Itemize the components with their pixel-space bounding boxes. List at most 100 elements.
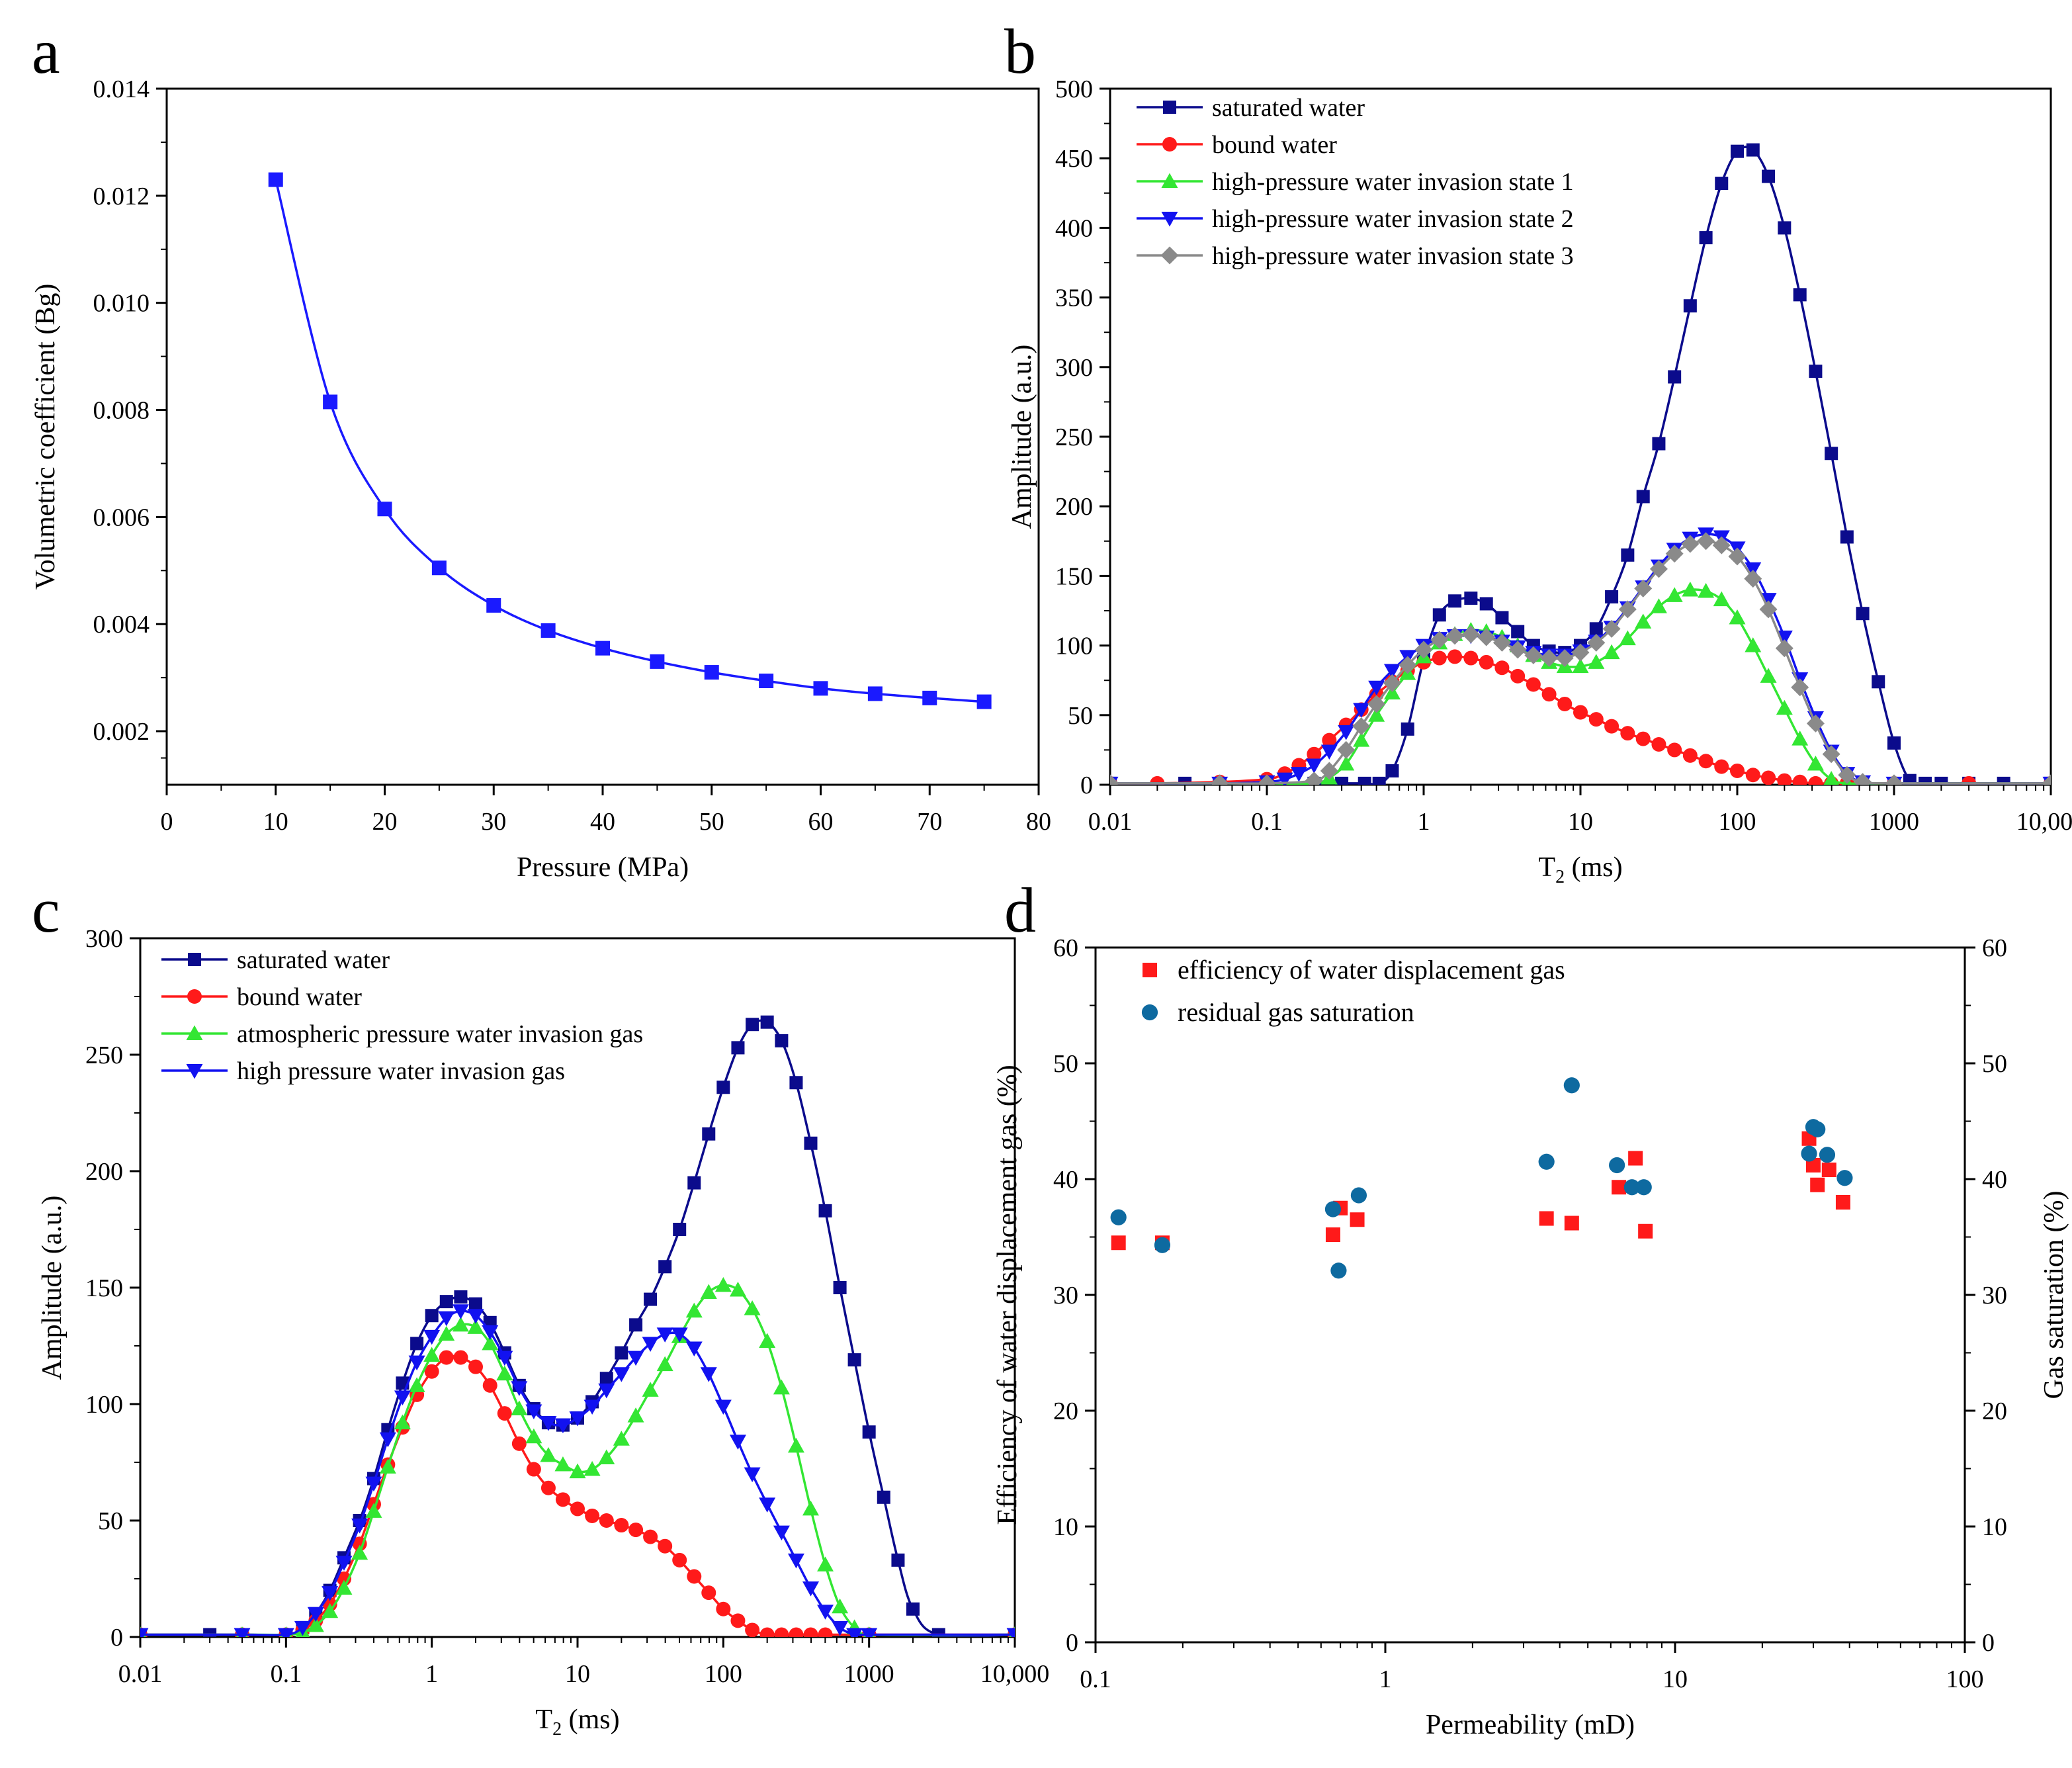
data-point xyxy=(774,1627,789,1637)
data-point xyxy=(701,1585,716,1601)
data-point xyxy=(1777,773,1792,785)
data-point xyxy=(425,1309,439,1323)
data-point xyxy=(1681,535,1700,553)
data-point xyxy=(642,1337,659,1352)
x-tick-label: 1000 xyxy=(844,1660,894,1688)
data-point xyxy=(1352,717,1371,736)
x-axis-title: T2 (ms) xyxy=(535,1704,619,1740)
data-point xyxy=(627,1407,644,1423)
data-point xyxy=(787,1437,804,1453)
data-point xyxy=(1307,746,1322,762)
data-point xyxy=(1745,768,1760,783)
legend-marker xyxy=(1162,137,1177,152)
data-point xyxy=(1650,598,1667,613)
data-point xyxy=(1652,437,1666,451)
data-point xyxy=(687,1176,701,1190)
y2-axis-ticks: 0 10 20 30 40 50 60 xyxy=(1965,934,2007,1657)
data-point xyxy=(862,1425,876,1439)
data-point xyxy=(1325,1227,1340,1242)
y-tick-label: 50 xyxy=(98,1507,123,1535)
data-point xyxy=(847,1353,861,1367)
data-point xyxy=(714,1399,732,1415)
data-point xyxy=(468,1297,482,1311)
legend-item: saturated water xyxy=(161,946,390,974)
data-point xyxy=(438,1311,455,1327)
series-a-0 xyxy=(268,172,992,709)
data-point xyxy=(1447,649,1463,664)
data-point xyxy=(1714,759,1729,774)
data-point xyxy=(832,1620,849,1636)
data-point xyxy=(1801,1145,1817,1162)
legend-label: high-pressure water invasion state 1 xyxy=(1212,168,1574,196)
x-tick-label: 0.1 xyxy=(1251,808,1283,836)
data-point xyxy=(1368,680,1385,696)
panel-label-d: d xyxy=(1004,875,1036,946)
y-tick-label: 0.002 xyxy=(93,718,150,746)
x-tick-label: 0.01 xyxy=(1088,808,1133,836)
data-point xyxy=(1540,649,1559,668)
data-point xyxy=(658,1260,672,1274)
legend-label: bound water xyxy=(1212,131,1337,159)
data-point xyxy=(1793,288,1807,302)
y2-tick-label: 0 xyxy=(1982,1629,1995,1657)
data-point xyxy=(496,1350,513,1366)
data-point xyxy=(1836,1170,1853,1186)
data-point xyxy=(1479,597,1493,611)
data-point xyxy=(1335,776,1349,785)
legend-label: residual gas saturation xyxy=(1178,997,1414,1027)
legend-item: residual gas saturation xyxy=(1141,997,1414,1027)
x-axis-title-sub: 2 xyxy=(1555,867,1565,887)
y-tick-label: 0.010 xyxy=(93,290,150,318)
series-b-0 xyxy=(1110,143,2051,785)
data-point xyxy=(627,1350,644,1366)
data-point xyxy=(817,1556,834,1571)
x-tick-label: 50 xyxy=(699,808,724,836)
y-tick-label: 50 xyxy=(1068,702,1093,730)
data-point xyxy=(1835,1195,1850,1210)
data-point xyxy=(1821,1163,1836,1177)
legend-label: efficiency of water displacement gas xyxy=(1178,955,1565,985)
legend-label: saturated water xyxy=(1212,94,1365,122)
data-point xyxy=(1290,767,1307,782)
data-point xyxy=(1432,608,1446,622)
data-point xyxy=(650,654,665,669)
legend-item: saturated water xyxy=(1137,94,1365,122)
data-point xyxy=(644,1292,658,1306)
data-point xyxy=(408,1355,425,1371)
data-point xyxy=(439,1350,454,1365)
data-point xyxy=(1557,696,1573,711)
series-line xyxy=(140,1284,1015,1637)
plot-frame xyxy=(1094,946,1966,1644)
panel-b: b 0.01 0.1 1 10 100 1000 10,000 0 50 100 150 200 250 3… xyxy=(1004,16,2072,887)
data-point xyxy=(1649,560,1668,578)
data-point xyxy=(861,1628,878,1637)
data-point xyxy=(1305,758,1322,774)
data-point xyxy=(1571,643,1590,662)
data-point xyxy=(775,1034,789,1047)
data-point xyxy=(1510,668,1526,684)
data-point xyxy=(511,1381,528,1396)
data-point xyxy=(379,1432,396,1448)
legend-item: efficiency of water displacement gas xyxy=(1143,955,1565,985)
legend-label: high-pressure water invasion state 3 xyxy=(1212,242,1574,270)
data-point xyxy=(1729,609,1746,625)
legend-item: high pressure water invasion gas xyxy=(161,1057,565,1085)
data-point xyxy=(322,1603,339,1618)
y-axis-ticks: 0 50 100 150 200 250 300 xyxy=(85,925,140,1652)
data-point xyxy=(1350,1212,1365,1227)
data-point xyxy=(1383,674,1401,692)
y-tick-label: 300 xyxy=(1055,354,1093,382)
x-tick-label: 70 xyxy=(917,808,942,836)
data-point xyxy=(1338,755,1355,771)
series-c-2 xyxy=(140,1276,1015,1637)
data-point xyxy=(613,1431,630,1446)
legend-marker xyxy=(187,989,202,1004)
data-point xyxy=(1538,1153,1555,1170)
data-point xyxy=(1258,774,1276,785)
data-point xyxy=(1682,581,1699,597)
data-point xyxy=(846,1628,863,1637)
data-point xyxy=(818,1204,832,1217)
data-point xyxy=(439,1295,453,1309)
data-point xyxy=(1791,730,1809,746)
data-point xyxy=(614,1518,629,1533)
